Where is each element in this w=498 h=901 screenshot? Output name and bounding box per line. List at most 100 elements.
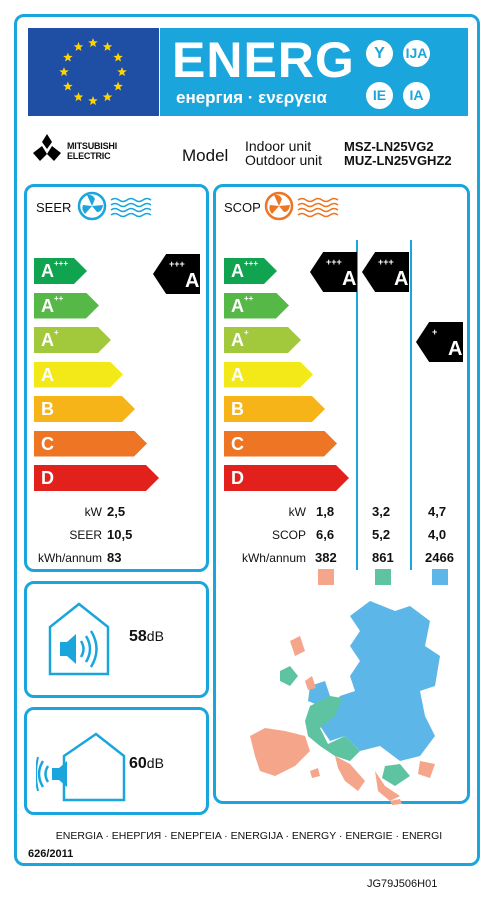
lang-suffix-ie: IE <box>366 82 393 109</box>
seer-class-label: D <box>41 468 54 488</box>
outdoor-unit-label: Outdoor unit <box>245 152 323 168</box>
eu-star-icon <box>73 41 84 51</box>
outdoor-noise-number: 60 <box>129 755 147 772</box>
model-label: Model <box>182 146 229 165</box>
cooling-fan-icon <box>77 191 159 228</box>
seer-class-label: B <box>41 399 54 419</box>
scop-average-scop: 5,2 <box>372 527 391 542</box>
outdoor-speaker-house-icon <box>35 730 126 807</box>
indoor-noise-unit: dB <box>146 628 164 644</box>
indoor-model: MSZ-LN25VG2 <box>344 139 434 154</box>
eu-star-icon <box>88 38 98 48</box>
scop-average-kw: 3,2 <box>372 504 391 519</box>
scop-colder-kwh: 2466 <box>425 550 454 565</box>
scop-class-plus-average: +++ <box>378 257 394 267</box>
scop-warmer-scop: 6,6 <box>316 527 335 542</box>
scop-class-label: C <box>231 433 244 454</box>
scop-panel <box>213 184 470 804</box>
lang-suffix-y: Y <box>366 40 393 67</box>
footer-energy-languages: ENERGIA · ЕНЕРГИЯ · ΕΝΕΡΓΕΙΑ · ENERGIJA … <box>55 830 443 842</box>
seer-class-bar: B <box>34 396 135 422</box>
scop-class-plus-warmer: +++ <box>326 257 342 267</box>
scop-class-letter-colder: A <box>448 338 463 360</box>
seer-class-bar: A+ <box>34 327 111 353</box>
seer-class-bar: C <box>34 430 147 457</box>
seer-class-label: A++ <box>41 293 64 316</box>
scop-row-label-scop: SCOP <box>271 528 306 542</box>
scop-warmer-kw: 1,8 <box>316 504 335 519</box>
heating-fan-icon <box>264 191 346 228</box>
seer-class-label: A <box>41 364 54 385</box>
europe-climate-map <box>250 596 450 811</box>
scop-class-letter-average: A <box>394 268 409 290</box>
scop-class-plus-colder: + <box>432 327 438 337</box>
indoor-unit-label: Indoor unit <box>245 138 312 154</box>
eu-star-icon <box>113 81 123 91</box>
scop-class-label: A+++ <box>231 259 259 281</box>
climate-swatch-warmer <box>318 569 334 585</box>
scop-title: SCOP <box>224 200 261 215</box>
scop-warmer-kwh: 382 <box>315 550 337 565</box>
scop-class-bar: B <box>224 396 325 422</box>
document-code: JG79J506H01 <box>367 878 438 890</box>
scop-row-label-kw: kW <box>288 505 306 519</box>
scop-class-label: B <box>231 399 244 419</box>
seer-class-letter: A <box>185 270 200 292</box>
scop-class-label: A+ <box>231 328 249 350</box>
lang-suffix-ia: IA <box>403 82 430 109</box>
scop-class-label: A <box>231 364 244 385</box>
seer-class-label: A+ <box>41 328 59 350</box>
seer-value-seer: 10,5 <box>107 527 133 542</box>
outdoor-noise-panel <box>24 707 209 815</box>
eu-flag-icon <box>28 28 159 116</box>
label-frame <box>14 14 480 866</box>
eu-star-icon <box>113 52 123 62</box>
seer-class-label: A+++ <box>41 259 69 281</box>
eu-star-icon <box>88 96 98 106</box>
outdoor-noise-value: 60dB <box>129 755 164 773</box>
seer-title: SEER <box>36 200 72 215</box>
scop-row-label-kwh: kWh/annum <box>241 551 306 565</box>
seer-value-kw: 2,5 <box>107 504 126 519</box>
climate-swatch-average <box>375 569 391 585</box>
eu-star-icon <box>102 41 113 51</box>
scop-class-letter-warmer: A <box>342 268 357 290</box>
eu-star-icon <box>63 81 73 91</box>
eu-star-icon <box>117 67 127 77</box>
outdoor-noise-unit: dB <box>146 755 164 771</box>
scop-class-bar: D <box>224 465 349 491</box>
indoor-noise-number: 58 <box>129 628 147 645</box>
seer-class-bar: D <box>34 465 159 491</box>
scop-divider-2 <box>410 240 412 570</box>
scop-class-bar: A <box>224 361 313 388</box>
outdoor-model: MUZ-LN25VGHZ2 <box>344 153 452 168</box>
seer-row-label-seer: SEER <box>69 528 102 542</box>
seer-value-kwh: 83 <box>107 550 122 565</box>
energy-title: ENERG <box>172 32 355 88</box>
scop-colder-scop: 4,0 <box>428 527 447 542</box>
brand-name: MITSUBISHI ELECTRIC <box>67 141 118 161</box>
scop-average-kwh: 861 <box>372 550 394 565</box>
scop-class-bar: A++ <box>224 292 289 319</box>
scop-colder-kw: 4,7 <box>428 504 447 519</box>
scop-divider-1 <box>356 240 358 570</box>
scop-class-label: D <box>231 468 244 488</box>
seer-class-bar: A+++ <box>34 258 87 284</box>
scop-class-bar: C <box>224 430 337 457</box>
regulation-number: 626/2011 <box>28 848 74 860</box>
mitsubishi-logo-icon <box>30 134 64 169</box>
seer-class-label: C <box>41 433 54 454</box>
seer-panel <box>24 184 209 572</box>
seer-row-label-kwh: kWh/annum <box>37 551 102 565</box>
energy-subtitle: енергия · ενεργεια <box>176 88 327 107</box>
climate-swatch-colder <box>432 569 448 585</box>
eu-star-icon <box>102 92 113 102</box>
indoor-noise-value: 58dB <box>129 628 164 646</box>
seer-row-label-kw: kW <box>84 505 102 519</box>
scop-class-label: A++ <box>231 293 254 316</box>
scop-class-bar: A+++ <box>224 258 277 284</box>
lang-suffix-ija: IJA <box>403 40 430 67</box>
seer-class-bar: A <box>34 361 123 388</box>
scop-class-bar: A+ <box>224 327 301 353</box>
eu-star-icon <box>59 67 69 77</box>
